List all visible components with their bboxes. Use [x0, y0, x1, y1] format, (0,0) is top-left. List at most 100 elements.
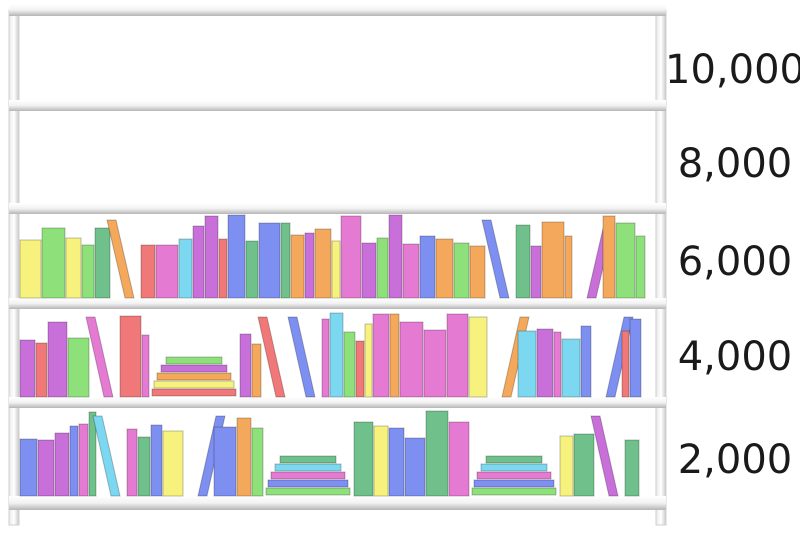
book-shelf3-36	[615, 222, 636, 299]
book-shelf1-stack-3	[274, 463, 342, 472]
y-tick-10000: 10,000	[665, 47, 800, 93]
book-shelf2-20	[423, 329, 447, 398]
book-shelf3-23	[388, 214, 403, 299]
book-shelf1-stack-0	[471, 487, 557, 496]
book-shelf1-9	[150, 424, 163, 497]
y-tick-4000: 4,000	[678, 334, 793, 380]
book-shelf3-35	[602, 215, 616, 299]
book-shelf1-20	[425, 410, 449, 497]
book-shelf3-11	[218, 238, 228, 299]
book-shelf2-6	[141, 334, 150, 398]
book-shelf2-9	[251, 343, 262, 398]
book-shelf1-stack-1	[473, 479, 555, 488]
book-shelf2-26	[553, 331, 562, 398]
book-shelf1-23	[559, 435, 574, 497]
book-shelf2-30	[621, 330, 630, 398]
book-shelf3-10	[204, 215, 219, 299]
book-shelf1-stack-4	[485, 455, 543, 464]
book-shelf2-stack-4	[165, 356, 223, 365]
book-shelf1-stack-2	[270, 471, 346, 480]
book-shelf3-lean-29	[481, 219, 510, 299]
bookcase-left-post	[8, 9, 20, 526]
book-shelf1-3	[69, 425, 79, 497]
book-shelf3-26	[435, 238, 454, 299]
book-shelf2-19	[399, 321, 424, 398]
book-shelf2-stack-0	[151, 388, 237, 397]
shelf-board-6000	[9, 298, 666, 309]
book-shelf1-5	[88, 411, 97, 497]
book-shelf2-16	[364, 323, 373, 398]
book-shelf1-18	[388, 427, 405, 497]
book-shelf2-13	[329, 312, 344, 398]
book-shelf1-10	[162, 430, 184, 497]
book-shelf2-25	[536, 328, 554, 398]
book-shelf2-24	[517, 330, 537, 398]
shelf-board-8000	[9, 203, 666, 214]
bookcase-frame	[8, 4, 667, 526]
book-shelf3-18	[314, 228, 332, 299]
book-shelf1-lean-6	[92, 415, 121, 497]
book-shelf1-stack-3	[480, 463, 548, 472]
books-layer	[19, 214, 646, 497]
book-shelf3-12	[227, 214, 246, 299]
book-shelf2-stack-2	[156, 372, 232, 381]
book-shelf3-19	[331, 240, 341, 299]
book-shelf1-4	[78, 423, 89, 497]
book-shelf3-24	[402, 243, 420, 299]
book-shelf3-30	[515, 224, 531, 299]
book-shelf2-lean-10	[257, 316, 286, 398]
book-shelf2-31	[629, 318, 642, 398]
book-shelf3-32	[541, 221, 565, 299]
book-shelf3-14	[258, 222, 281, 299]
book-shelf1-2	[54, 432, 70, 497]
book-shelf3-31	[530, 245, 542, 299]
book-shelf3-6	[140, 244, 156, 299]
book-shelf1-7	[126, 428, 138, 497]
book-shelf1-16	[353, 421, 374, 497]
book-shelf1-stack-2	[476, 471, 552, 480]
book-shelf3-25	[419, 235, 436, 299]
book-shelf2-12	[321, 318, 330, 398]
y-axis-ticks: 10,000 8,000 6,000 4,000 2,000	[665, 47, 800, 483]
book-shelf3-8	[178, 238, 193, 299]
book-shelf3-2	[65, 237, 82, 299]
book-shelf2-17	[372, 313, 390, 398]
book-shelf1-lean-25	[590, 415, 619, 497]
book-shelf2-2	[47, 321, 68, 398]
book-shelf2-3	[67, 337, 90, 398]
book-shelf2-22	[468, 316, 488, 398]
book-shelf3-3	[81, 244, 95, 299]
book-shelf1-stack-1	[267, 479, 349, 488]
book-shelf2-5	[119, 315, 142, 398]
book-shelf2-lean-4	[85, 316, 114, 398]
book-shelf3-20	[340, 215, 362, 299]
book-shelf3-7	[155, 244, 179, 299]
book-shelf3-28	[469, 245, 486, 299]
book-shelf2-stack-3	[160, 364, 228, 373]
book-shelf2-8	[239, 333, 252, 398]
book-shelf1-1	[37, 439, 55, 497]
book-shelf3-27	[453, 242, 470, 299]
book-shelf2-1	[35, 342, 48, 398]
y-tick-2000: 2,000	[678, 437, 793, 483]
book-shelf2-27	[561, 338, 581, 398]
book-shelf2-18	[389, 313, 400, 398]
book-shelf3-22	[376, 237, 389, 299]
book-shelf1-0	[19, 438, 38, 497]
book-shelf3-15	[280, 222, 291, 299]
book-shelf3-33	[564, 235, 573, 299]
book-shelf2-0	[19, 339, 36, 398]
book-shelf3-16	[290, 234, 305, 299]
book-shelf3-1	[41, 227, 66, 299]
book-shelf1-26	[624, 439, 640, 497]
shelf-board-2000	[9, 496, 666, 510]
book-shelf1-12	[213, 426, 237, 497]
book-shelf3-13	[245, 240, 259, 299]
book-shelf3-9	[192, 225, 205, 299]
book-shelf3-lean-5	[106, 219, 135, 299]
book-shelf1-21	[448, 421, 470, 497]
book-shelf1-24	[573, 433, 595, 497]
book-shelf3-21	[361, 242, 377, 299]
book-shelf2-lean-11	[287, 316, 316, 398]
